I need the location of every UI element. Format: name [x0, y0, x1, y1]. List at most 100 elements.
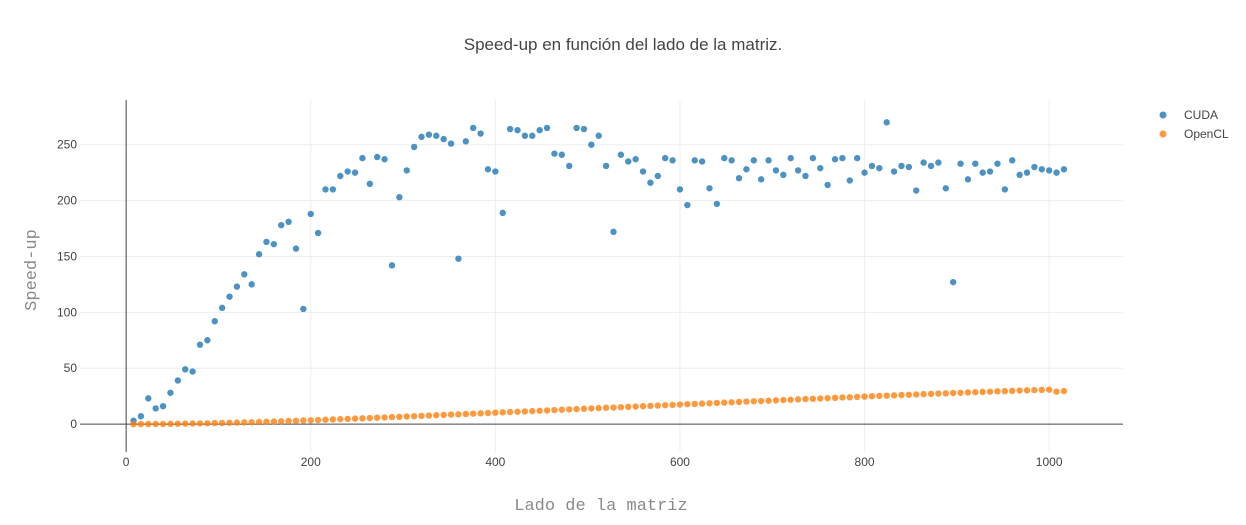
cuda-point	[654, 172, 662, 180]
opencl-point	[300, 417, 307, 424]
cuda-point	[898, 162, 905, 170]
cuda-point	[957, 160, 964, 167]
cuda-point	[935, 159, 942, 166]
cuda-point	[204, 337, 211, 344]
cuda-point	[728, 157, 735, 164]
opencl-point	[580, 405, 588, 412]
opencl-point	[241, 419, 248, 426]
opencl-point	[721, 399, 728, 406]
opencl-point	[226, 419, 233, 426]
cuda-point	[691, 157, 698, 164]
opencl-point	[403, 413, 410, 420]
x-tick-label: 800	[855, 455, 875, 469]
cuda-point	[189, 368, 196, 375]
opencl-point	[278, 418, 285, 425]
data-points	[130, 119, 1068, 428]
cuda-point	[433, 132, 440, 139]
cuda-point	[514, 126, 521, 134]
opencl-point	[853, 393, 861, 401]
opencl-point	[233, 419, 241, 426]
opencl-point	[314, 416, 322, 424]
cuda-point	[831, 156, 839, 163]
cuda-point	[322, 186, 329, 193]
x-tick-label: 0	[123, 455, 130, 469]
opencl-point	[588, 405, 595, 412]
opencl-point	[920, 390, 927, 398]
opencl-point	[145, 420, 152, 428]
opencl-point	[329, 416, 337, 423]
y-tick-label: 150	[57, 249, 77, 263]
cuda-point	[1016, 171, 1023, 179]
opencl-point	[418, 412, 425, 420]
cuda-point	[964, 176, 972, 183]
cuda-point	[410, 143, 418, 151]
opencl-point	[410, 413, 418, 420]
opencl-point	[757, 397, 765, 405]
opencl-point	[322, 416, 329, 423]
opencl-point	[388, 413, 396, 421]
opencl-point	[735, 398, 743, 406]
y-axis-title: Speed-up	[23, 229, 42, 311]
cuda-point	[780, 171, 787, 179]
opencl-point	[211, 419, 218, 427]
y-tick-label: 100	[57, 305, 77, 319]
cuda-point	[440, 135, 447, 143]
opencl-point	[986, 388, 994, 395]
opencl-point	[381, 414, 388, 421]
opencl-point	[661, 401, 669, 409]
opencl-point	[558, 406, 566, 413]
opencl-point	[152, 420, 159, 428]
cuda-point	[145, 395, 152, 402]
opencl-point	[440, 411, 447, 419]
cuda-point	[794, 167, 802, 174]
cuda-point	[602, 162, 610, 170]
cuda-point	[853, 154, 861, 162]
cuda-point	[809, 154, 817, 162]
y-tick-label: 0	[70, 417, 77, 431]
opencl-point	[750, 398, 757, 405]
cuda-point	[455, 255, 462, 262]
cuda-point	[174, 377, 182, 384]
legend-label-opencl: OpenCL	[1184, 127, 1229, 141]
opencl-point	[1001, 387, 1009, 395]
opencl-point	[174, 420, 182, 427]
cuda-point	[396, 194, 403, 201]
legend-label-cuda: CUDA	[1184, 108, 1218, 122]
opencl-point	[196, 420, 204, 427]
opencl-point	[979, 388, 986, 396]
cuda-point	[344, 168, 351, 175]
cuda-point	[551, 150, 558, 157]
opencl-point	[1009, 387, 1016, 395]
y-tick-label: 200	[57, 194, 77, 208]
cuda-point	[462, 138, 470, 145]
opencl-point	[817, 395, 824, 402]
opencl-point	[972, 389, 979, 396]
opencl-point	[470, 410, 477, 417]
cuda-point	[152, 405, 159, 412]
opencl-point	[543, 407, 551, 414]
opencl-point	[610, 404, 617, 411]
opencl-point	[728, 399, 735, 406]
opencl-point	[913, 391, 920, 398]
opencl-point	[743, 398, 750, 405]
opencl-point	[433, 412, 440, 419]
opencl-point	[263, 418, 270, 425]
cuda-point	[499, 209, 506, 217]
opencl-point	[499, 409, 506, 416]
opencl-point	[905, 391, 913, 398]
opencl-point	[595, 404, 602, 412]
opencl-point	[787, 396, 794, 403]
cuda-point	[824, 181, 831, 189]
opencl-point	[396, 413, 403, 420]
opencl-point	[632, 403, 639, 410]
cuda-point	[359, 154, 366, 162]
cuda-point	[846, 177, 853, 184]
opencl-point	[625, 403, 632, 411]
cuda-point	[588, 141, 595, 148]
opencl-point	[529, 407, 536, 415]
cuda-point	[492, 168, 499, 175]
opencl-point	[167, 420, 174, 428]
opencl-point	[669, 401, 676, 409]
cuda-point	[388, 262, 396, 269]
